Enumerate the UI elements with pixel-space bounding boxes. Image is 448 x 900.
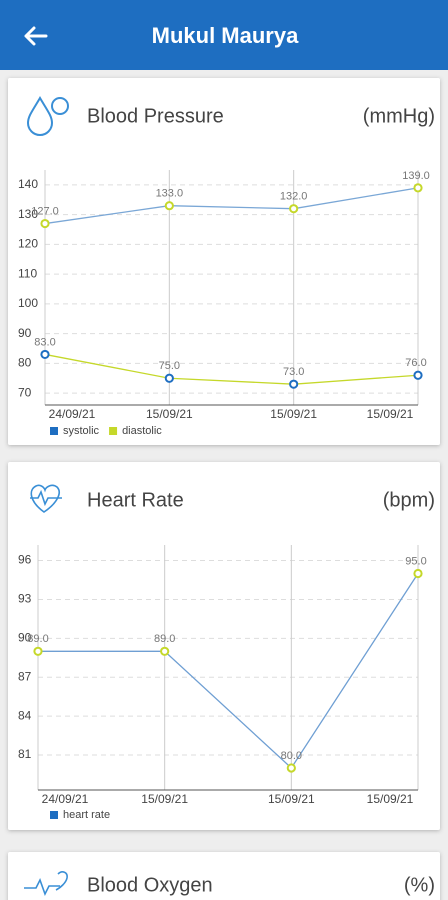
card-title: Blood Pressure: [87, 105, 224, 127]
legend-label: heart rate: [63, 809, 110, 821]
card-title: Blood Oxygen: [87, 874, 213, 896]
card-unit: (%): [404, 874, 435, 896]
data-point: [40, 349, 50, 360]
bp-icon: [26, 96, 69, 136]
x-tick-label: 15/09/21: [270, 407, 317, 421]
data-point: [40, 218, 50, 229]
oxygen-icon: [24, 871, 68, 897]
card: [8, 852, 440, 900]
series-line: [38, 573, 419, 769]
data-point: [33, 646, 43, 656]
x-tick-label: 15/09/21: [146, 407, 193, 421]
y-tick-label: 96: [18, 553, 32, 567]
data-label: 89.0: [27, 633, 48, 645]
y-tick-label: 120: [18, 237, 38, 251]
y-tick-label: 70: [18, 385, 32, 399]
x-tick-label: 15/09/21: [268, 792, 315, 806]
x-tick-label: 15/09/21: [367, 792, 414, 806]
data-point: [164, 373, 174, 383]
data-point: [164, 201, 174, 211]
x-tick-label: 24/09/21: [42, 792, 89, 806]
back-button[interactable]: [24, 26, 48, 46]
data-label: 89.0: [154, 633, 175, 645]
data-label: 75.0: [159, 360, 180, 372]
series-line: [44, 187, 419, 225]
data-label: 132.0: [280, 191, 308, 203]
x-tick-label: 15/09/21: [367, 407, 414, 421]
data-point: [160, 646, 170, 656]
y-tick-label: 90: [18, 631, 32, 645]
card-title: Heart Rate: [87, 489, 184, 511]
y-tick-label: 90: [18, 326, 32, 340]
data-label: 73.0: [283, 366, 304, 378]
card-unit: (bpm): [383, 489, 435, 511]
x-tick-label: 15/09/21: [141, 792, 188, 806]
app-bar: [0, 0, 448, 70]
y-tick-label: 140: [18, 177, 38, 191]
y-tick-label: 110: [18, 266, 37, 280]
data-point: [413, 568, 423, 579]
x-tick-label: 24/09/21: [49, 407, 96, 421]
legend-label: diastolic: [122, 425, 162, 437]
legend-swatch: [50, 427, 58, 435]
y-tick-label: 130: [18, 207, 38, 221]
card-unit: (mmHg): [363, 105, 435, 127]
y-tick-label: 80: [18, 356, 32, 370]
data-label: 139.0: [402, 170, 430, 182]
data-label: 83.0: [34, 336, 55, 348]
app-title: Mukul Maurya: [152, 23, 299, 48]
y-tick-label: 84: [18, 708, 32, 722]
data-point: [413, 183, 423, 193]
data-label: 76.0: [405, 357, 426, 369]
legend-label: systolic: [63, 425, 100, 437]
legend-swatch: [109, 427, 118, 435]
data-point: [289, 379, 299, 389]
data-label: 95.0: [405, 555, 426, 567]
data-point: [289, 204, 299, 214]
heart-icon: [30, 484, 62, 513]
data-point: [286, 763, 296, 773]
data-label: 133.0: [156, 188, 184, 200]
y-tick-label: 100: [18, 296, 38, 310]
y-tick-label: 87: [18, 669, 32, 683]
data-label: 80.0: [281, 750, 302, 762]
card: [8, 462, 440, 830]
y-tick-label: 93: [18, 592, 32, 606]
card: [8, 78, 440, 445]
legend-swatch: [50, 811, 58, 819]
series-line: [44, 353, 419, 385]
data-label: 127.0: [31, 205, 59, 217]
data-point: [413, 370, 423, 380]
y-tick-label: 81: [18, 747, 32, 761]
